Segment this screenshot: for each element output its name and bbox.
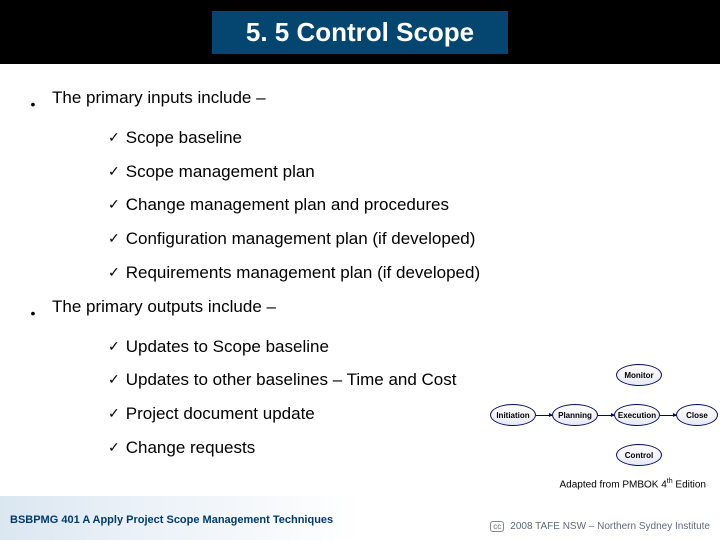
check-icon: ✓ <box>108 438 120 458</box>
sub-bullet: ✓ Change management plan and procedures <box>108 193 700 217</box>
diagram-node-initiation: Initiation <box>490 404 536 426</box>
diagram-node-planning: Planning <box>552 404 598 426</box>
copyright: cc 2008 TAFE NSW – Northern Sydney Insti… <box>490 521 710 532</box>
process-diagram: MonitorInitiationPlanningExecutionCloseC… <box>490 360 710 480</box>
sub-bullet-text: Requirements management plan (if develop… <box>126 261 480 285</box>
check-icon: ✓ <box>108 370 120 390</box>
title-bar: 5. 5 Control Scope <box>0 0 720 64</box>
diagram-arrow <box>660 415 676 416</box>
sub-bullet: ✓ Configuration management plan (if devel… <box>108 227 700 251</box>
attribution-text: Adapted from PMBOK 4th Edition <box>560 478 706 490</box>
check-icon: ✓ <box>108 263 120 283</box>
attribution-suffix: Edition <box>673 479 706 490</box>
main-bullet: The primary inputs include – <box>28 86 700 116</box>
bullet-dot-icon <box>28 92 38 116</box>
sub-list: ✓ Scope baseline ✓ Scope management plan ✓ Ch… <box>108 126 700 285</box>
check-icon: ✓ <box>108 404 120 424</box>
main-bullet-text: The primary inputs include – <box>52 86 266 110</box>
footer: BSBPMG 401 A Apply Project Scope Managem… <box>0 504 720 540</box>
sub-bullet-text: Scope baseline <box>126 126 242 150</box>
sub-bullet: ✓ Scope baseline <box>108 126 700 150</box>
slide-title: 5. 5 Control Scope <box>212 11 508 54</box>
check-icon: ✓ <box>108 128 120 148</box>
main-bullet: The primary outputs include – <box>28 295 700 325</box>
sub-bullet: ✓ Updates to Scope baseline <box>108 335 700 359</box>
bullet-dot-icon <box>28 301 38 325</box>
diagram-node-execution: Execution <box>614 404 660 426</box>
sub-bullet: ✓ Scope management plan <box>108 160 700 184</box>
cc-icon: cc <box>490 521 504 532</box>
sub-bullet-text: Scope management plan <box>126 160 315 184</box>
course-code: BSBPMG 401 A Apply Project Scope Managem… <box>10 514 333 526</box>
diagram-node-control: Control <box>616 444 662 466</box>
sub-bullet: ✓ Requirements management plan (if develo… <box>108 261 700 285</box>
diagram-node-close: Close <box>676 404 718 426</box>
diagram-arrow <box>598 415 614 416</box>
copyright-text: 2008 TAFE NSW – Northern Sydney Institut… <box>510 521 710 532</box>
diagram-node-monitor: Monitor <box>616 364 662 386</box>
sub-bullet-text: Updates to other baselines – Time and Co… <box>126 368 457 392</box>
main-bullet-text: The primary outputs include – <box>52 295 276 319</box>
diagram-arrow <box>536 415 552 416</box>
sub-bullet-text: Updates to Scope baseline <box>126 335 329 359</box>
attribution-prefix: Adapted from PMBOK 4 <box>560 479 667 490</box>
check-icon: ✓ <box>108 195 120 215</box>
check-icon: ✓ <box>108 229 120 249</box>
sub-bullet-text: Configuration management plan (if develo… <box>126 227 476 251</box>
check-icon: ✓ <box>108 162 120 182</box>
slide: 5. 5 Control Scope The primary inputs in… <box>0 0 720 540</box>
check-icon: ✓ <box>108 337 120 357</box>
sub-bullet-text: Change management plan and procedures <box>126 193 449 217</box>
sub-bullet-text: Change requests <box>126 436 255 460</box>
sub-bullet-text: Project document update <box>126 402 315 426</box>
